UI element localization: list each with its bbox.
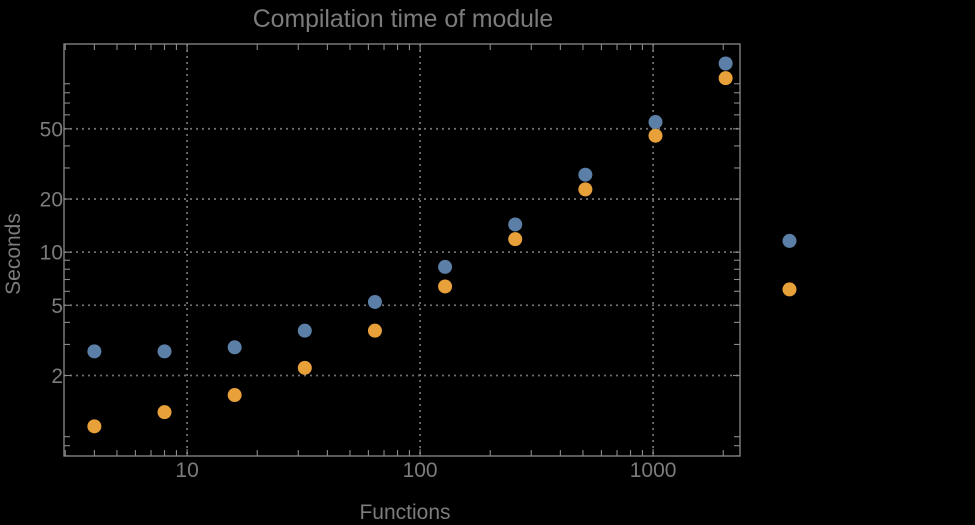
svg-text:10: 10	[40, 242, 63, 265]
svg-text:50: 50	[40, 118, 63, 141]
svg-text:Compilation time of module: Compilation time of module	[253, 6, 553, 33]
svg-text:Functions: Functions	[359, 501, 450, 524]
svg-text:100: 100	[403, 459, 438, 482]
svg-text:1000: 1000	[630, 459, 677, 482]
svg-text:20: 20	[40, 189, 63, 212]
svg-text:Seconds: Seconds	[2, 213, 25, 295]
svg-text:10: 10	[175, 459, 198, 482]
svg-text:5: 5	[51, 295, 63, 318]
svg-text:2: 2	[51, 365, 63, 388]
